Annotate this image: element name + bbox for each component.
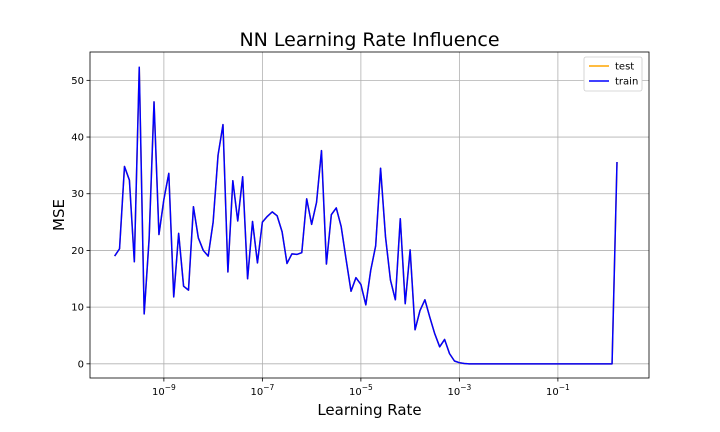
x-tick-label: 10−5 [349, 383, 373, 398]
plot-frame [89, 51, 650, 379]
gridlines [90, 52, 649, 378]
legend-label-train: train [615, 77, 638, 88]
x-axis-title: Learning Rate [317, 401, 421, 419]
y-tick-label: 0 [78, 359, 84, 370]
x-axis-ticks: 10−9 10−7 10−5 10−3 10−1 [152, 378, 570, 398]
series-line-train [114, 66, 618, 365]
chart-title: NN Learning Rate Influence [239, 29, 499, 51]
y-tick-label: 30 [71, 189, 84, 200]
y-tick-label: 50 [71, 76, 84, 87]
plot-background [90, 52, 649, 378]
plot-area [89, 51, 650, 379]
y-tick-label: 20 [71, 246, 84, 257]
x-tick-label: 10−7 [250, 383, 274, 398]
legend-label-test: test [615, 62, 634, 73]
legend: test train [583, 56, 643, 92]
x-tick-label: 10−3 [447, 383, 471, 398]
y-tick-label: 10 [71, 303, 84, 314]
y-axis-ticks: 0 10 20 30 40 50 [71, 76, 90, 370]
x-tick-label: 10−1 [546, 383, 570, 398]
y-tick-label: 40 [71, 133, 84, 144]
series-lines [114, 66, 618, 365]
y-axis-title: MSE [50, 199, 68, 231]
x-tick-label: 10−9 [152, 383, 176, 398]
